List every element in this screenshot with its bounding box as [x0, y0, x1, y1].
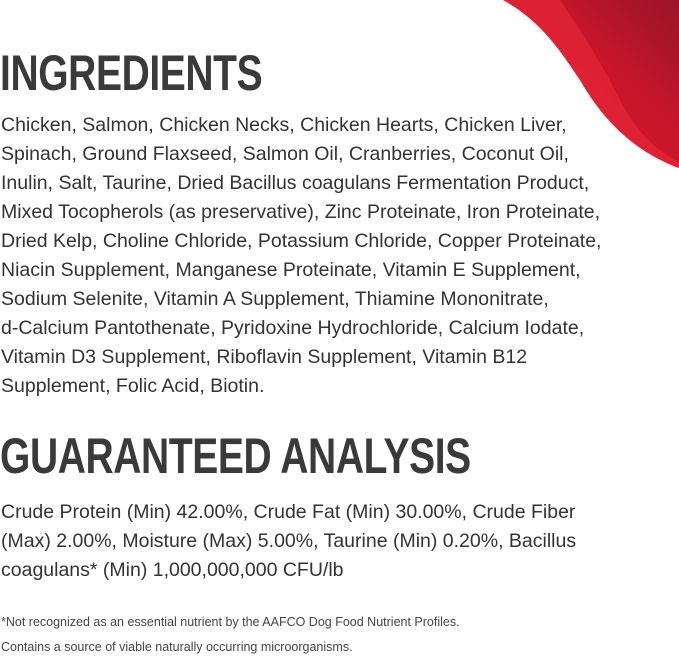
ingredients-line: Inulin, Salt, Taurine, Dried Bacillus co… [1, 172, 590, 194]
ingredients-list: Chicken, Salmon, Chicken Necks, Chicken … [1, 111, 601, 401]
ingredients-line: Supplement, Folic Acid, Biotin. [1, 375, 265, 397]
ingredients-line: d-Calcium Pantothenate, Pyridoxine Hydro… [1, 317, 585, 339]
ingredients-line: Vitamin D3 Supplement, Riboflavin Supple… [1, 346, 528, 368]
ingredients-line: Niacin Supplement, Manganese Proteinate,… [1, 259, 581, 281]
analysis-line: coagulans* (Min) 1,000,000,000 CFU/lb [1, 559, 344, 581]
ingredients-heading: INGREDIENTS [0, 45, 263, 101]
ingredients-line: Chicken, Salmon, Chicken Necks, Chicken … [1, 114, 567, 136]
ingredients-line: Sodium Selenite, Vitamin A Supplement, T… [1, 288, 549, 310]
footnote-aafco: *Not recognized as an essential nutrient… [1, 615, 460, 629]
analysis-line: Crude Protein (Min) 42.00%, Crude Fat (M… [1, 501, 576, 523]
ingredients-line: Mixed Tocopherols (as preservative), Zin… [1, 201, 601, 223]
red-swoosh-decoration [503, 0, 679, 168]
ingredients-line: Spinach, Ground Flaxseed, Salmon Oil, Cr… [1, 143, 569, 165]
guaranteed-analysis-heading: GUARANTEED ANALYSIS [0, 428, 471, 484]
ingredients-line: Dried Kelp, Choline Chloride, Potassium … [1, 230, 602, 252]
footnote-microorganisms: Contains a source of viable naturally oc… [1, 640, 353, 654]
analysis-line: (Max) 2.00%, Moisture (Max) 5.00%, Tauri… [1, 530, 577, 552]
analysis-text: Crude Protein (Min) 42.00%, Crude Fat (M… [1, 498, 576, 585]
